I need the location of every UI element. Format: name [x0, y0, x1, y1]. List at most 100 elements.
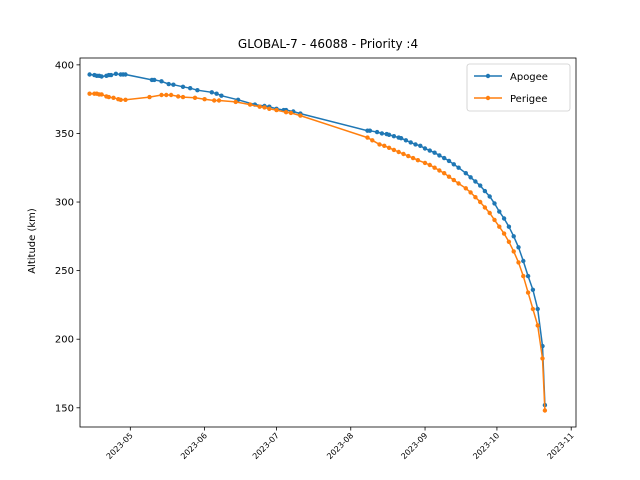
apogee-point: [403, 138, 409, 143]
perigee-point: [406, 153, 411, 159]
perigee-point: [274, 107, 279, 113]
apogee-point: [367, 128, 373, 133]
apogee-point: [418, 143, 423, 148]
y-tick-label: 350: [55, 129, 74, 140]
apogee-point: [442, 155, 447, 161]
perigee-point: [456, 181, 461, 186]
perigee-point: [535, 323, 540, 328]
x-tick-label: 2023-07: [251, 431, 281, 461]
perigee-point: [257, 104, 262, 109]
x-tick-label: 2023-08: [325, 431, 355, 461]
perigee-point: [451, 177, 456, 183]
apogee-point: [219, 93, 224, 98]
perigee-point: [396, 149, 401, 155]
apogee-point: [432, 150, 437, 155]
perigee-point: [267, 106, 272, 112]
apogee-point: [501, 216, 507, 221]
apogee-point: [427, 148, 432, 153]
apogee-point: [171, 82, 176, 87]
apogee-point: [456, 165, 461, 170]
perigee-point: [446, 174, 452, 179]
perigee-point: [521, 273, 526, 279]
apogee-point: [374, 129, 380, 135]
perigee-point: [516, 260, 521, 265]
x-tick-label: 2023-11: [546, 431, 576, 461]
perigee-point: [87, 91, 92, 96]
perigee-point: [288, 110, 294, 116]
perigee-point: [180, 94, 186, 100]
perigee-point: [427, 162, 432, 168]
perigee-point: [168, 92, 174, 98]
apogee-point: [497, 209, 502, 214]
perigee-point: [391, 147, 397, 153]
x-tick-label: 2023-06: [179, 431, 209, 461]
legend-apogee-label: Apogee: [510, 72, 548, 83]
apogee-point: [413, 142, 418, 147]
x-tick-label: 2023-09: [399, 431, 429, 461]
axes-frame: [79, 57, 577, 428]
apogee-point: [159, 79, 164, 84]
perigee-point: [530, 306, 536, 312]
plot-area: 150 200 250 300 350 400 2023-05 2023-06 2023-07 2…: [55, 57, 577, 461]
perigee-point: [501, 231, 507, 236]
perigee-line: [89, 92, 546, 411]
perigee-point: [487, 210, 492, 216]
perigee-point: [432, 165, 437, 170]
legend-perigee-label: Perigee: [510, 94, 547, 105]
apogee-point: [408, 140, 413, 145]
perigee-point: [176, 94, 181, 99]
perigee-point: [118, 97, 123, 103]
x-tick-label: 2023-05: [105, 431, 135, 461]
y-tick-label: 250: [55, 266, 74, 277]
apogee-point: [209, 90, 214, 95]
perigee-point: [123, 97, 128, 103]
perigee-point: [542, 408, 548, 413]
apogee-point: [478, 183, 483, 188]
perigee-point: [386, 145, 392, 150]
perigee-point: [283, 110, 289, 115]
apogee-point: [166, 81, 171, 87]
perigee-point: [370, 138, 375, 143]
perigee-point: [99, 92, 104, 97]
perigee-point: [216, 98, 222, 103]
perigee-point: [147, 94, 152, 100]
perigee-point: [463, 186, 468, 191]
apogee-point: [487, 194, 492, 199]
perigee-point: [159, 92, 164, 98]
apogee-point: [482, 188, 488, 194]
apogee-point: [123, 72, 128, 77]
perigee-point: [365, 135, 370, 140]
apogee-point: [99, 74, 104, 79]
perigee-point: [540, 356, 545, 361]
apogee-point: [511, 234, 516, 239]
perigee-point: [106, 94, 112, 100]
apogee-point: [492, 201, 497, 206]
perigee-point: [497, 224, 502, 229]
apogee-point: [386, 132, 392, 137]
apogee-point: [516, 245, 521, 250]
perigee-point: [164, 92, 169, 98]
perigee-point: [410, 155, 416, 161]
apogee-point: [451, 162, 456, 167]
apogee-point: [180, 84, 186, 90]
perigee-point: [525, 290, 531, 295]
apogee-point: [525, 273, 531, 279]
legend-apogee-marker: [485, 73, 491, 79]
apogee-line: [89, 73, 546, 406]
apogee-point: [108, 72, 114, 78]
apogee-point: [463, 171, 468, 176]
y-tick-label: 400: [55, 60, 74, 71]
x-tick-label: 2023-10: [471, 431, 501, 461]
apogee-point: [87, 72, 92, 77]
apogee-point: [214, 91, 219, 96]
perigee-point: [298, 113, 303, 118]
apogee-point: [398, 136, 404, 141]
perigee-point: [401, 151, 406, 157]
legend: Apogee Perigee: [466, 63, 571, 112]
perigee-point: [473, 195, 478, 200]
apogee-point: [152, 77, 157, 83]
perigee-point: [478, 199, 483, 205]
apogee-point: [437, 153, 442, 158]
apogee-point: [113, 71, 119, 77]
y-tick-label: 200: [55, 335, 74, 346]
